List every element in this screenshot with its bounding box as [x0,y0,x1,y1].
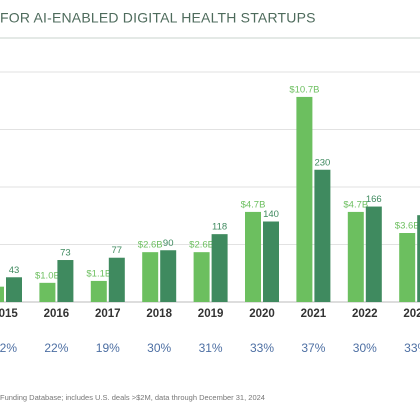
x-tick-label: 2015 [0,308,18,320]
x-tick-label: 2022 [352,308,378,320]
bar [365,206,382,302]
value-label: $1.1B [86,268,111,279]
value-label: 118 [212,222,227,233]
x-tick-label: 2021 [301,308,327,320]
value-label: $2.6B [138,240,163,251]
value-label: 140 [263,209,279,220]
value-label: 73 [60,248,71,259]
bar [193,252,210,302]
x-tick-label: 2019 [198,308,224,320]
share-label: 31% [199,341,223,355]
share-label: 30% [147,341,171,355]
bar [347,211,364,302]
share-label: 30% [353,341,377,355]
bar [39,282,56,302]
bar [6,277,22,302]
x-tick-label: 2017 [95,308,121,320]
value-label: 166 [366,194,382,205]
x-tick-label: 2018 [146,308,172,320]
footnote: Funding Database; includes U.S. deals >$… [0,393,265,402]
share-label: 12% [0,341,17,355]
share-label: 19% [96,341,120,355]
share-label: 33% [404,341,420,355]
bar [211,234,228,302]
share-label: 37% [301,341,325,355]
bar [0,286,4,302]
share-label: 33% [250,341,274,355]
bar [160,250,177,302]
value-label: 77 [112,245,123,256]
bar [263,221,279,302]
value-label: 230 [314,157,330,168]
x-tick-label: 2020 [249,308,275,320]
bar [417,215,420,302]
bar [314,169,331,302]
bar [399,233,416,302]
value-label: $4.7B [241,199,266,210]
share-label: 22% [44,341,68,355]
value-label: $2.6B [189,240,214,251]
bar [57,260,74,302]
value-label: $10.7B [289,84,319,95]
bar [108,257,125,302]
bar [142,252,159,302]
value-label: 43 [9,265,20,276]
value-label: $1.0B [35,270,60,281]
x-tick-label: 2016 [44,308,70,320]
bar [245,211,261,302]
value-label: $4.7B [343,199,368,210]
chart-title: FOR AI-ENABLED DIGITAL HEALTH STARTUPS [0,10,316,26]
bar [90,280,107,302]
value-label: 90 [163,238,174,249]
bar [296,96,313,303]
value-label: $3.6B [395,221,420,232]
